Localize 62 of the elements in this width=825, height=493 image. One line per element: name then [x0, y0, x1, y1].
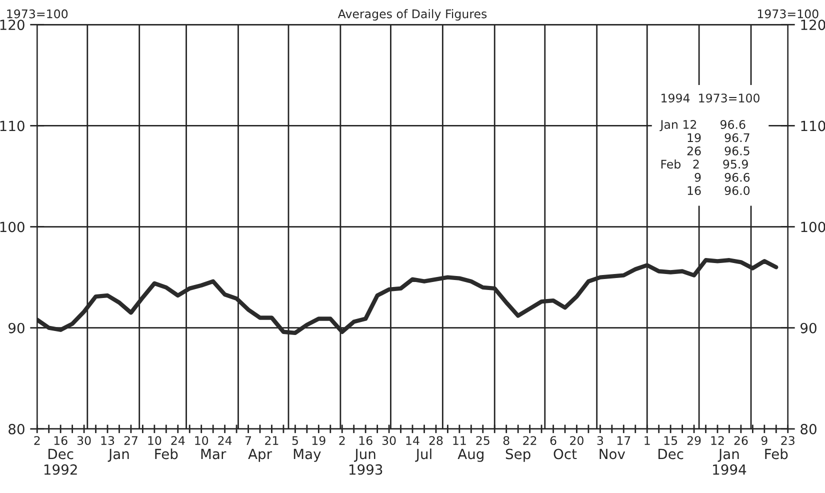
x-tick-label: 6: [550, 436, 556, 445]
y-tick-label: 90: [8, 322, 24, 334]
x-tick-label: 10: [195, 436, 208, 445]
x-tick-label: 5: [292, 436, 298, 445]
x-tick-label: 29: [687, 436, 701, 445]
y-tick-label: 100: [0, 222, 24, 232]
y2-axis-title: 1973=100: [758, 9, 818, 18]
x-tick-label: 30: [382, 436, 396, 445]
y2-tick-label: 100: [801, 222, 825, 232]
x-tick-label: 8: [503, 436, 510, 445]
x2-tick-label: Dec: [658, 448, 684, 460]
x2-tick-label: Dec 1992: [44, 448, 77, 475]
x-tick-label: 27: [124, 436, 138, 445]
y-tick-label: 110: [0, 120, 24, 132]
x-tick-label: 19: [312, 436, 326, 445]
y-tick-label: 120: [0, 20, 24, 30]
x-tick-label: 11: [453, 436, 466, 445]
y-axis-title: 1973=100: [7, 9, 68, 18]
x-tick-label: 9: [761, 436, 768, 445]
x2-tick-label: Mar: [201, 448, 226, 460]
x-tick-label: 26: [734, 436, 748, 445]
x2-tick-label: Jan: [108, 448, 129, 462]
x-tick-label: 24: [218, 436, 232, 445]
x-tick-label: 22: [523, 436, 536, 445]
chart-subtitle: Averages of Daily Figures: [338, 9, 487, 21]
x-tick-label: 3: [597, 436, 603, 445]
x2-tick-label: Oct: [554, 448, 577, 460]
x-tick-label: 2: [34, 436, 40, 445]
x-tick-label: 16: [54, 436, 68, 445]
x2-tick-label: Aug: [458, 448, 484, 462]
x2-tick-label: Sep: [506, 448, 530, 462]
x-tick-label: 13: [101, 436, 114, 445]
y2-tick-label: 90: [800, 322, 816, 334]
y2-tick-label: 120: [801, 20, 825, 30]
y2-tick-label: 80: [800, 424, 816, 434]
x2-tick-label: Jan 1994: [713, 448, 746, 475]
y-tick-label: 80: [8, 424, 24, 434]
x-tick-label: 1: [644, 436, 650, 445]
x-tick-label: 12: [711, 436, 724, 445]
x-tick-label: 21: [265, 436, 278, 445]
text: 1994 1973=100 Jan 12 96.6 19 96.7 26 96.5 Feb 2 95.9 9 96.6 16 96.0: [660, 94, 760, 196]
x2-tick-label: Nov: [600, 448, 626, 460]
x-tick-label: 10: [148, 436, 162, 445]
y2-tick-label: 110: [801, 120, 825, 132]
x2-tick-label: Jun 1993: [349, 448, 382, 475]
x-tick-label: 17: [617, 436, 630, 445]
x-tick-label: 20: [570, 436, 584, 445]
x-tick-label: 14: [406, 436, 420, 445]
x-tick-label: 24: [171, 436, 185, 445]
x-tick-label: 7: [245, 436, 252, 445]
x2-tick-label: Apr: [248, 448, 272, 462]
x2-tick-label: Feb: [765, 448, 788, 460]
x2-tick-label: Feb: [155, 448, 178, 460]
x-tick-label: 2: [339, 436, 345, 445]
x-tick-label: 30: [77, 436, 91, 445]
x-tick-label: 25: [476, 436, 490, 445]
x-tick-label: 16: [359, 436, 372, 445]
x-tick-label: 15: [664, 436, 678, 445]
x2-tick-label: May: [294, 448, 321, 462]
x-tick-label: 28: [429, 436, 443, 445]
x-tick-label: 23: [781, 436, 794, 445]
x2-tick-label: Jul: [415, 448, 432, 462]
